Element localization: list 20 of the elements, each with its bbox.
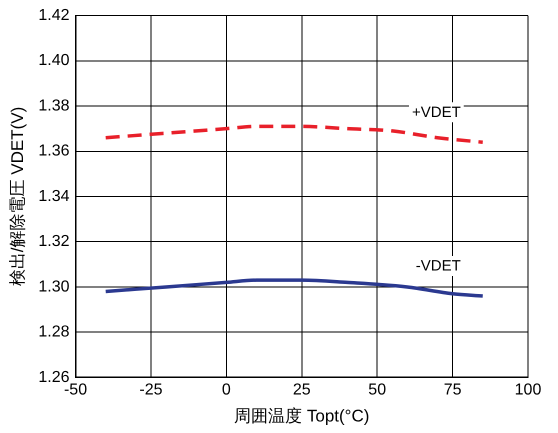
x-tick-label: 0 <box>222 381 231 398</box>
y-tick-label: 1.32 <box>38 233 70 250</box>
series-label: -VDET <box>416 258 461 275</box>
x-tick-label: 50 <box>368 381 386 398</box>
y-tick-label: 1.34 <box>38 188 70 205</box>
y-tick-label: 1.40 <box>38 52 70 70</box>
line-series <box>104 124 485 144</box>
x-tick-label: 25 <box>292 381 311 398</box>
y-tick-label: 1.38 <box>38 97 70 114</box>
y-tick-label: 1.30 <box>38 278 70 296</box>
series-label: +VDET <box>412 104 461 121</box>
y-tick-label: 1.28 <box>38 324 70 341</box>
y-axis-title: 検出/解除電圧 VDET(V) <box>8 106 27 286</box>
y-tick-label: 1.42 <box>38 7 70 24</box>
y-tick-label: 1.36 <box>38 142 70 160</box>
x-tick-label: -25 <box>139 381 163 398</box>
x-tick-label: 75 <box>444 381 462 398</box>
line-series <box>104 278 485 298</box>
x-tick-label: 100 <box>514 381 542 398</box>
x-axis-title: 周囲温度 Topt(°C) <box>234 406 370 426</box>
